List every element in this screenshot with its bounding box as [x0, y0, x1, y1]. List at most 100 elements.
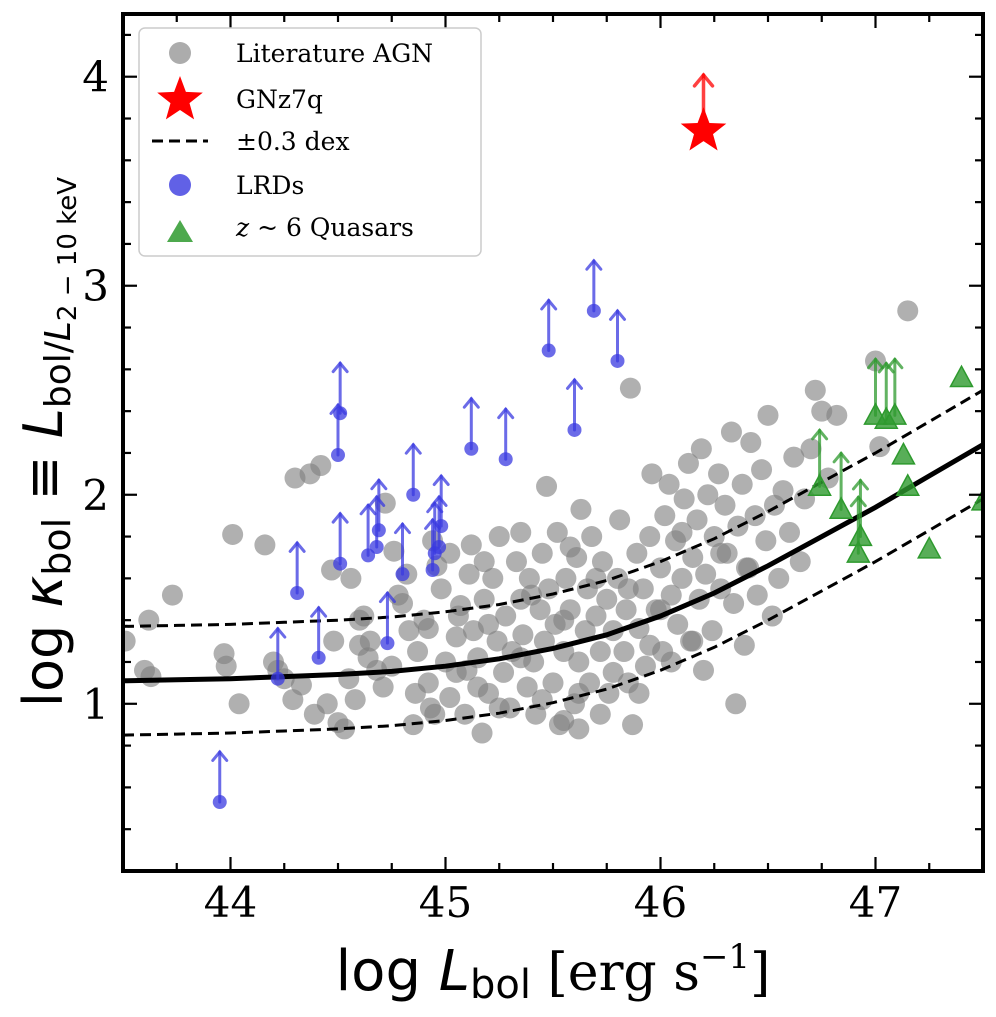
literature-agn-point-147 — [783, 446, 805, 468]
lrd-arrow-5 — [331, 360, 349, 415]
lrd-arrow-2-head — [288, 540, 306, 553]
lrd-point-22 — [610, 353, 625, 368]
literature-agn-point-71 — [536, 475, 558, 497]
literature-agn-point-91 — [596, 588, 618, 610]
literature-agn-point-7 — [228, 693, 250, 715]
literature-agn-point-188 — [617, 578, 639, 600]
literature-agn-point-54 — [482, 567, 504, 589]
literature-agn-point-65 — [518, 567, 540, 589]
literature-agn-point-55 — [486, 630, 508, 652]
literature-agn-point-98 — [619, 377, 641, 399]
lrd-point-3 — [311, 650, 326, 665]
literature-agn-point-69 — [531, 542, 553, 564]
literature-agn-point-57 — [493, 661, 515, 683]
x-tick-label-3: 47 — [849, 878, 902, 927]
lrd-arrow-11-head — [394, 521, 411, 535]
literature-agn-point-6 — [215, 655, 237, 677]
quasar-point-3 — [848, 523, 873, 547]
literature-agn-point-172 — [417, 672, 439, 694]
lrd-point-13 — [425, 563, 440, 578]
lrd-arrow-9-head — [370, 477, 388, 491]
literature-agn-point-140 — [755, 530, 777, 552]
lrd-arrow-16-head — [432, 473, 450, 487]
legend-marker-quasars — [167, 220, 193, 242]
lrd-arrow-17 — [462, 396, 480, 451]
literature-agn-point-14 — [290, 674, 312, 696]
literature-agn-point-105 — [641, 463, 663, 485]
lrd-point-7 — [361, 548, 376, 563]
x-axis-title-var: L — [439, 939, 470, 1004]
lrd-arrow-15-head — [430, 494, 448, 507]
literature-agn-point-9 — [254, 534, 276, 556]
literature-agn-point-75 — [546, 521, 568, 543]
lrd-point-6 — [333, 556, 348, 571]
literature-agn-point-151 — [804, 379, 826, 401]
y-tick-label-2: 3 — [82, 262, 109, 311]
literature-agn-point-115 — [673, 488, 695, 510]
quasar-point-6 — [882, 402, 908, 425]
literature-agn-point-33 — [398, 620, 420, 642]
literature-agn-point-160 — [682, 630, 704, 652]
literature-agn-point-159 — [725, 693, 747, 715]
literature-agn-point-29 — [357, 647, 379, 669]
quasar-point-9 — [916, 535, 942, 559]
literature-agn-point-187 — [585, 567, 607, 589]
literature-agn-point-23 — [340, 567, 362, 589]
literature-agn-point-138 — [746, 584, 768, 606]
literature-agn-point-104 — [639, 526, 661, 548]
x-axis-title-units: [erg s — [531, 943, 700, 1003]
quasar-point-8 — [895, 473, 921, 496]
legend-marker-gnz7q — [157, 76, 203, 120]
lrd-arrow-12 — [404, 442, 422, 497]
legend-label-quasars-z: z — [235, 213, 250, 242]
literature-agn-point-113 — [667, 613, 689, 635]
quasar-point-0 — [807, 473, 832, 496]
lrd-point-8 — [369, 540, 384, 555]
lrd-arrow-3 — [310, 605, 328, 660]
literature-agn-point-162 — [639, 634, 661, 656]
literature-agn-point-35 — [407, 641, 429, 663]
literature-agn-point-119 — [686, 509, 708, 531]
literature-agn-point-197 — [671, 521, 693, 543]
literature-agn-point-134 — [733, 634, 755, 656]
lrd-point-9 — [371, 523, 386, 538]
plot-frame — [121, 12, 985, 873]
literature-agn-point-70 — [533, 630, 555, 652]
lrd-arrow-3-head — [310, 605, 328, 618]
x-axis-title: log Lbol [erg s−1] — [336, 937, 771, 1008]
quasar-point-10 — [949, 364, 974, 388]
literature-agn-point-56 — [488, 526, 510, 548]
literature-agn-point-179 — [628, 682, 650, 704]
literature-agn-point-116 — [677, 452, 699, 474]
literature-agn-point-122 — [695, 563, 717, 585]
lrd-arrow-6-head — [331, 511, 349, 524]
lrd-point-19 — [541, 343, 556, 358]
lrd-arrow-16 — [432, 473, 450, 528]
literature-agn-point-131 — [723, 592, 745, 614]
literature-agn-point-123 — [697, 484, 719, 506]
y-axis-title-rsub2: L — [38, 321, 79, 341]
relation-lower-dex — [123, 497, 983, 737]
x-tick-label-2: 46 — [634, 878, 687, 927]
literature-agn-point-78 — [555, 567, 577, 589]
x-axis-title-sub: bol — [470, 962, 531, 1008]
lrd-point-15 — [432, 540, 447, 555]
lrd-arrow-7-head — [359, 503, 377, 516]
literature-agn-point-82 — [568, 651, 590, 673]
legend-box — [138, 27, 482, 257]
legend-marker-lrds — [169, 174, 191, 196]
quasar-arrow-4-head — [867, 356, 884, 370]
literature-agn-point-141 — [757, 404, 779, 426]
legend-label-quasars-rest: ~ 6 Quasars — [249, 213, 414, 242]
literature-agn-point-198 — [710, 542, 732, 564]
literature-agn-point-107 — [650, 557, 671, 579]
lrd-point-5 — [333, 406, 348, 421]
x-tick-label-1: 45 — [419, 878, 472, 927]
lrd-arrow-8-head — [368, 494, 386, 507]
lrd-point-10 — [380, 636, 395, 651]
legend-label-literature-agn: Literature AGN — [236, 39, 433, 68]
literature-agn-point-111 — [660, 584, 682, 606]
literature-agn-point-178 — [602, 661, 624, 683]
literature-agn-point-136 — [740, 432, 762, 453]
lrd-arrow-5-head — [331, 360, 349, 374]
